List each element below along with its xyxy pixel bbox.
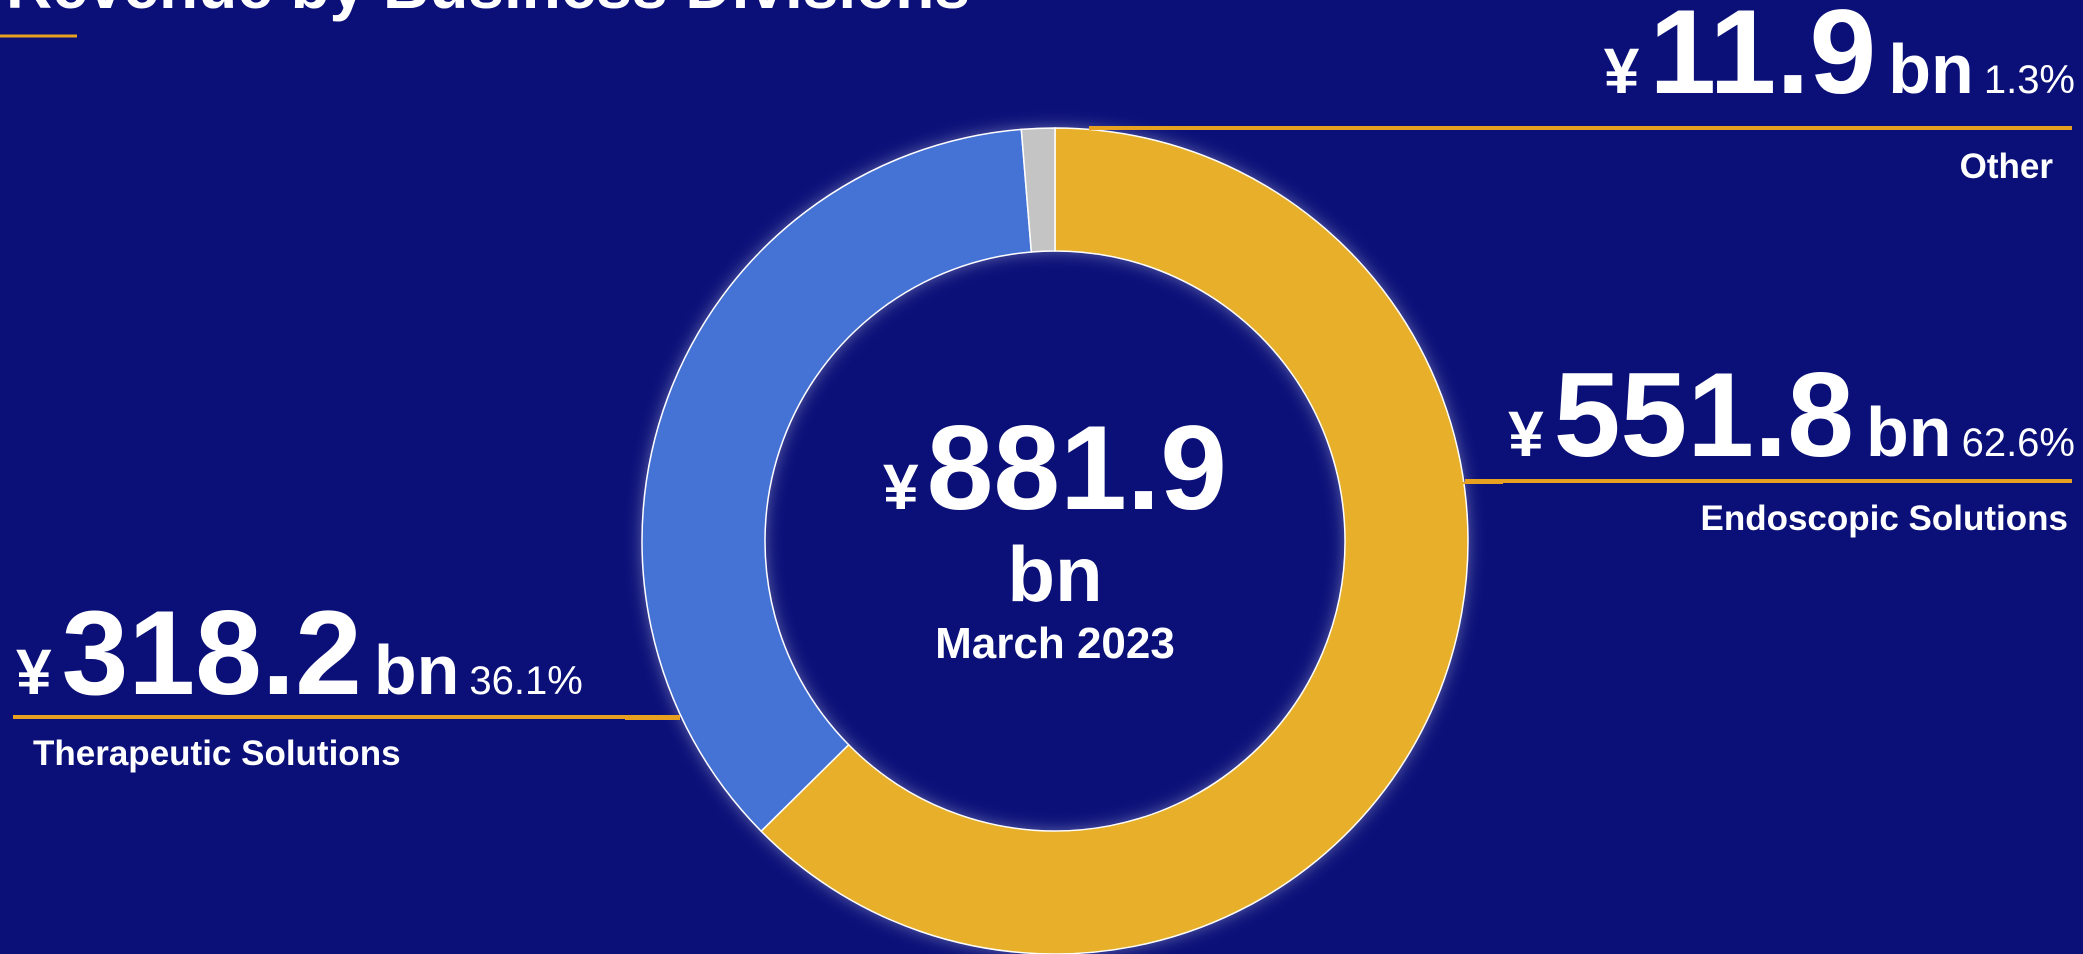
value-label: ¥551.8 bn 62.6%: [1508, 348, 2075, 482]
category-label: Endoscopic Solutions: [1700, 499, 2068, 538]
percent: 1.3%: [1984, 58, 2075, 102]
chart-title: Revenue by Business Divisions: [6, 0, 970, 22]
donut-segment: [1020, 127, 1056, 253]
unit: bn: [1888, 30, 1974, 108]
category-label: Other: [1960, 147, 2054, 186]
unit: bn: [374, 631, 460, 709]
center-label: March 2023: [935, 619, 1175, 668]
value-label: ¥318.2 bn 36.1%: [16, 586, 583, 720]
currency: ¥: [883, 451, 919, 523]
value-label: ¥11.9 bn 1.3%: [1604, 0, 2075, 119]
center-unit: bn: [1007, 530, 1102, 618]
category-label: Therapeutic Solutions: [33, 734, 401, 773]
percent: 62.6%: [1962, 421, 2075, 465]
unit: bn: [1866, 393, 1952, 471]
center-total: ¥881.9: [883, 401, 1227, 535]
total-value: 881.9: [927, 401, 1227, 535]
currency: ¥: [16, 636, 52, 708]
donut: [641, 127, 1469, 954]
amount: 551.8: [1554, 348, 1854, 482]
donut-segment: [760, 127, 1469, 954]
currency: ¥: [1604, 35, 1640, 107]
currency: ¥: [1508, 398, 1544, 470]
amount: 11.9: [1649, 0, 1876, 119]
percent: 36.1%: [469, 659, 582, 703]
amount: 318.2: [62, 586, 362, 720]
donut-segment: [641, 128, 1033, 833]
